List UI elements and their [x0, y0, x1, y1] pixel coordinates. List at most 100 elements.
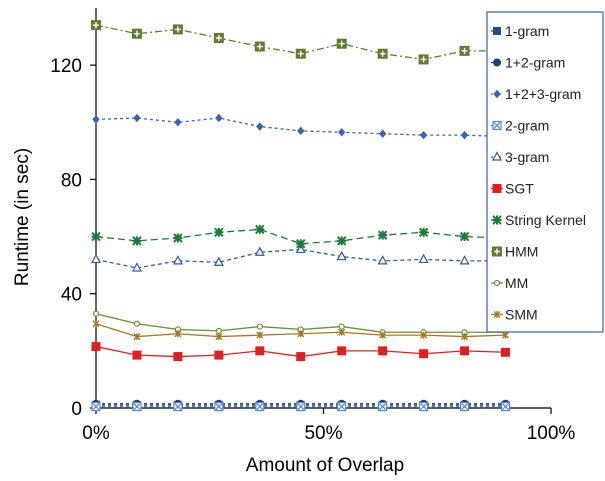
x-tick-label: 100%: [527, 423, 576, 444]
data-point: [338, 323, 345, 330]
data-point: [133, 113, 141, 123]
data-point: [173, 352, 183, 362]
data-point: [377, 230, 388, 240]
data-point: [131, 262, 142, 272]
legend-label: SGT: [505, 181, 534, 197]
legend-swatch-marker: [493, 58, 501, 67]
x-tick-label: 50%: [304, 423, 342, 444]
y-ticks: 0 40 80 120: [50, 56, 96, 420]
legend-swatch-marker: [493, 89, 501, 99]
data-point: [296, 352, 306, 362]
data-point: [378, 401, 388, 412]
data-point: [337, 346, 347, 356]
data-point: [131, 28, 142, 39]
data-point: [377, 255, 388, 265]
data-point: [132, 401, 142, 412]
data-point: [461, 333, 469, 341]
x-tick-label: 0%: [82, 423, 110, 444]
legend-label: 1+2+3-gram: [505, 86, 581, 102]
legend-item: 3-gram: [491, 149, 549, 165]
data-point: [295, 48, 306, 59]
data-point: [90, 253, 102, 264]
data-point: [91, 342, 101, 352]
data-point: [419, 349, 429, 359]
data-point: [337, 401, 347, 412]
series-3-gram: [90, 243, 511, 272]
data-point: [459, 255, 470, 265]
data-point: [132, 236, 142, 246]
data-point: [378, 129, 387, 138]
data-point: [213, 256, 224, 266]
data-point: [255, 401, 265, 412]
data-point: [173, 401, 183, 412]
data-point: [254, 246, 265, 256]
data-point: [256, 323, 263, 330]
data-point: [460, 130, 469, 140]
data-point: [336, 236, 347, 246]
legend-swatch-marker: [492, 151, 502, 161]
data-point: [133, 333, 141, 341]
data-point: [215, 327, 222, 334]
data-point: [174, 330, 182, 338]
data-point: [419, 130, 428, 140]
series-layer: [90, 20, 511, 412]
data-point: [91, 401, 101, 412]
y-tick-label: 40: [61, 285, 82, 306]
data-point: [92, 115, 100, 124]
legend-swatch-marker: [493, 27, 501, 35]
data-point: [459, 231, 470, 242]
series-hmm: [91, 20, 511, 65]
data-point: [460, 346, 470, 356]
data-point: [459, 45, 470, 56]
legend-label: 1+2-gram: [505, 55, 565, 71]
series-string-kernel: [91, 224, 511, 249]
legend-item: SGT: [491, 181, 534, 197]
data-point: [215, 333, 223, 341]
legend-item: 1+2-gram: [491, 55, 565, 71]
data-point: [419, 401, 429, 412]
y-tick-label: 120: [50, 56, 82, 77]
data-point: [379, 331, 387, 339]
series-sgt: [91, 342, 510, 362]
legend-swatch-marker: [493, 311, 501, 318]
data-point: [254, 41, 265, 52]
axes: [95, 8, 551, 409]
data-point: [172, 255, 183, 265]
data-point: [92, 310, 100, 317]
series-smm: [92, 320, 509, 341]
legend-swatch-marker: [492, 246, 502, 257]
data-point: [297, 126, 305, 136]
data-point: [173, 233, 183, 243]
data-point: [500, 401, 511, 412]
data-point: [256, 122, 264, 131]
data-point: [296, 239, 306, 249]
y-axis-title: Runtime (in sec): [12, 148, 33, 286]
legend-label: String Kernel: [505, 212, 586, 228]
legend-item: SMM: [491, 307, 538, 323]
series-1-2-3-gram: [92, 113, 510, 141]
data-point: [296, 401, 306, 412]
legend: 1-gram 1+2-gram 1+2+3-gram 2-gram 3-gram SGT S…: [486, 11, 604, 333]
data-point: [338, 328, 346, 336]
data-point: [255, 346, 265, 356]
legend-swatch-marker: [492, 184, 502, 193]
legend-swatch-marker: [492, 215, 502, 225]
data-point: [91, 231, 101, 242]
data-point: [215, 113, 223, 123]
legend-label: HMM: [505, 244, 538, 260]
data-point: [133, 320, 141, 327]
series-line-hmm: [95, 24, 506, 61]
series-line-string-kernel: [95, 228, 506, 245]
data-point: [214, 227, 224, 237]
data-point: [91, 20, 101, 31]
data-point: [420, 331, 428, 339]
legend-item: 1-gram: [491, 23, 549, 39]
data-point: [336, 250, 347, 261]
legend-item: HMM: [491, 244, 538, 260]
data-point: [502, 331, 509, 339]
y-tick-label: 0: [71, 399, 82, 420]
legend-swatch-marker: [492, 120, 502, 131]
data-point: [501, 347, 510, 357]
data-point: [295, 243, 306, 254]
x-ticks: 0% 50% 100%: [82, 408, 575, 444]
